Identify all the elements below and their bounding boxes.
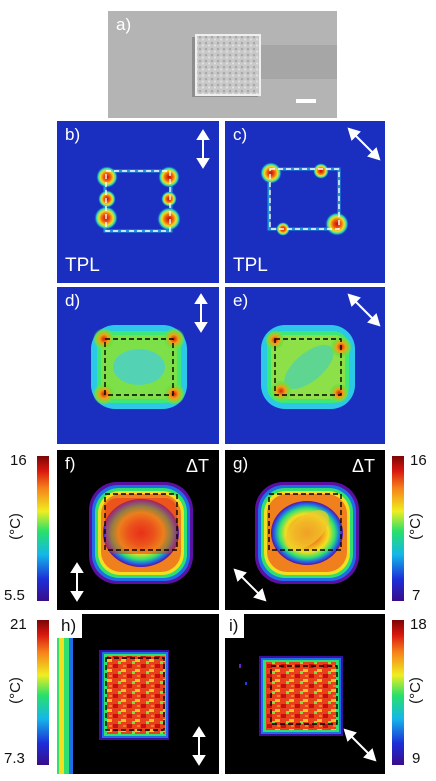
polarization-arrow-diagonal bbox=[233, 568, 267, 602]
panel-label-b: b) bbox=[65, 125, 81, 144]
colorbar-i-unit: (°C) bbox=[406, 677, 424, 704]
colorbar-h-max: 21 bbox=[10, 616, 27, 633]
colorbar-h-min: 7.3 bbox=[4, 750, 25, 767]
polarization-arrow-diagonal bbox=[347, 293, 381, 327]
colorbar-i-min: 9 bbox=[412, 750, 421, 767]
tpl-caption-c: TPL bbox=[233, 255, 268, 276]
polarization-arrow-vertical bbox=[192, 726, 206, 766]
thermal-measured-i: i) bbox=[225, 614, 385, 774]
colorbar-h bbox=[37, 620, 49, 765]
polarization-arrow-vertical bbox=[196, 129, 210, 169]
colorbar-g-min: 7 bbox=[412, 587, 421, 604]
colorbar-f bbox=[37, 456, 49, 601]
panel-label-i: i) bbox=[225, 614, 245, 638]
thermal-map-f: f) ΔT bbox=[57, 450, 219, 610]
colorbar-f-max: 16 bbox=[10, 452, 27, 469]
sem-image bbox=[108, 11, 337, 118]
colorbar-g-unit: (°C) bbox=[406, 513, 424, 540]
polarization-arrow-diagonal bbox=[343, 728, 377, 762]
colorbar-g bbox=[392, 456, 404, 601]
sim-map-e-image bbox=[225, 287, 385, 444]
tpl-map-c: c) TPL bbox=[225, 121, 385, 283]
thermal-measured-h: h) bbox=[57, 614, 219, 774]
panel-label-g: g) bbox=[233, 454, 249, 473]
delta-t-caption-f: ΔT bbox=[185, 456, 209, 476]
thermal-map-g: g) ΔT bbox=[225, 450, 385, 610]
colorbar-g-max: 16 bbox=[410, 452, 427, 469]
panel-label-e: e) bbox=[233, 291, 249, 310]
sim-map-d-image bbox=[57, 287, 219, 444]
thermal-map-g-image bbox=[225, 450, 385, 610]
tpl-caption-b: TPL bbox=[65, 255, 100, 276]
scale-bar bbox=[296, 99, 316, 103]
polarization-arrow-vertical bbox=[194, 293, 208, 333]
thermal-map-f-image bbox=[57, 450, 219, 610]
panel-label-c: c) bbox=[233, 125, 248, 144]
panel-label-d: d) bbox=[65, 291, 81, 310]
delta-t-caption-g: ΔT bbox=[351, 456, 375, 476]
polarization-arrow-diagonal bbox=[347, 127, 381, 161]
colorbar-f-min: 5.5 bbox=[4, 587, 25, 604]
tpl-map-b: b) TPL bbox=[57, 121, 219, 283]
panel-label-a: a) bbox=[116, 15, 132, 34]
sim-map-d: d) bbox=[57, 287, 219, 444]
tpl-map-b-image bbox=[57, 121, 219, 283]
thermal-measured-i-image bbox=[225, 614, 385, 774]
tpl-map-c-image bbox=[225, 121, 385, 283]
panel-label-f: f) bbox=[65, 454, 76, 473]
colorbar-f-unit: (°C) bbox=[6, 513, 24, 540]
colorbar-i bbox=[392, 620, 404, 765]
sim-map-e: e) bbox=[225, 287, 385, 444]
panel-label-h: h) bbox=[57, 614, 83, 638]
colorbar-h-unit: (°C) bbox=[6, 677, 24, 704]
sem-image-panel: a) bbox=[108, 11, 337, 118]
polarization-arrow-vertical bbox=[70, 562, 84, 602]
colorbar-i-max: 18 bbox=[410, 616, 427, 633]
thermal-measured-h-image bbox=[57, 614, 219, 774]
